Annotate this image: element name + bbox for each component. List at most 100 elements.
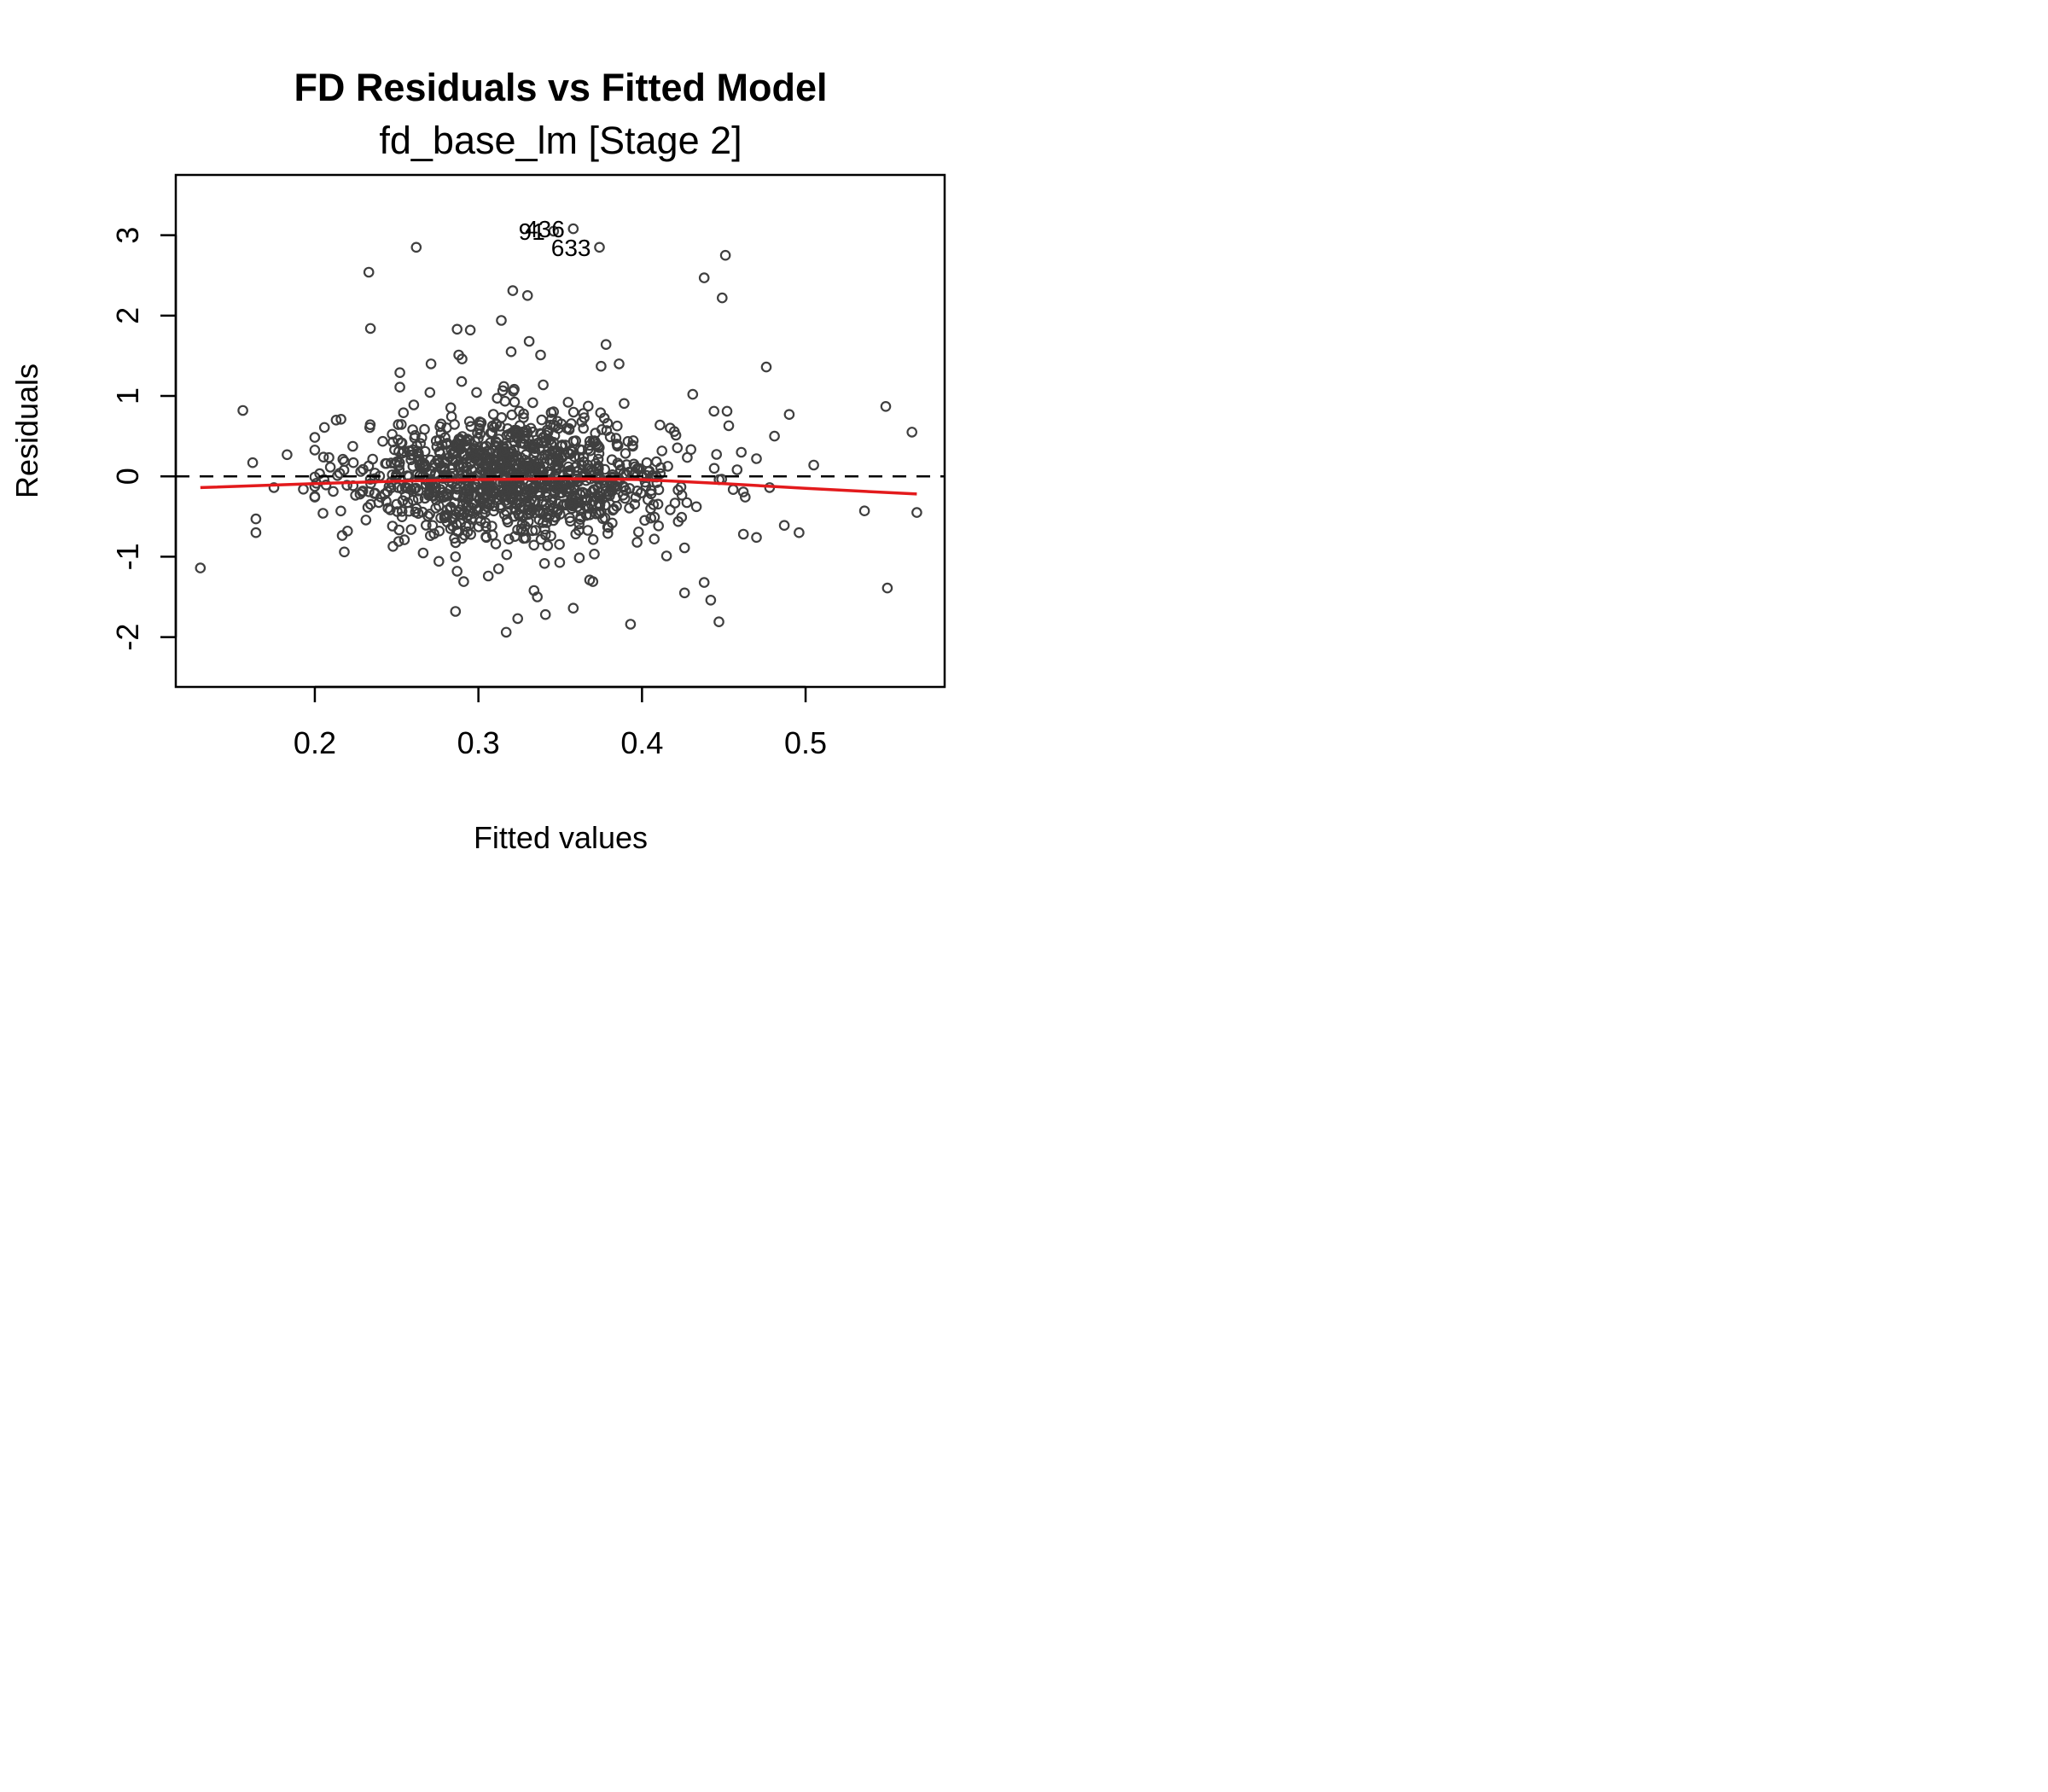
data-point: [508, 451, 520, 462]
data-point: [567, 602, 579, 614]
data-point: [544, 419, 556, 431]
data-point: [629, 498, 641, 510]
data-point: [719, 249, 731, 261]
data-point: [665, 504, 676, 515]
data-point: [522, 509, 534, 521]
data-point: [589, 548, 600, 560]
data-point: [457, 353, 468, 364]
data-point: [594, 241, 605, 253]
data-point: [618, 481, 630, 493]
data-point: [475, 464, 487, 476]
data-point: [573, 552, 585, 563]
data-point: [355, 466, 366, 477]
data-point: [407, 461, 419, 472]
data-point: [535, 349, 546, 361]
data-point: [632, 527, 644, 538]
data-point: [552, 445, 564, 457]
data-point: [623, 466, 635, 478]
data-point: [450, 551, 462, 562]
data-point: [536, 437, 547, 449]
data-point: [415, 438, 426, 449]
data-point: [548, 406, 559, 417]
data-point: [858, 505, 870, 516]
data-point: [582, 459, 594, 471]
data-point: [462, 461, 473, 473]
data-point: [450, 606, 462, 617]
data-point: [394, 381, 405, 393]
data-point: [408, 399, 420, 410]
point-label: 633: [551, 235, 591, 261]
data-point: [521, 289, 533, 301]
data-point: [317, 451, 329, 463]
data-point: [384, 504, 396, 515]
data-point: [341, 525, 353, 537]
data-point: [550, 464, 562, 476]
data-point: [465, 528, 476, 540]
data-point: [528, 539, 539, 551]
data-point: [539, 523, 550, 535]
data-point: [410, 506, 422, 518]
data-point: [456, 509, 468, 521]
data-point: [515, 502, 527, 513]
data-point: [911, 507, 922, 518]
data-point: [419, 492, 431, 504]
data-point: [527, 397, 538, 409]
data-point: [582, 525, 594, 536]
data-point: [492, 393, 503, 404]
data-point: [356, 486, 368, 497]
x-tick-label: 0.4: [620, 725, 663, 760]
data-point: [360, 515, 372, 526]
data-point: [639, 515, 650, 527]
data-point: [450, 455, 462, 467]
data-point: [399, 534, 410, 545]
data-point: [760, 361, 772, 373]
data-point: [512, 484, 523, 495]
data-point: [537, 517, 549, 528]
data-point: [424, 509, 435, 520]
data-point: [584, 509, 596, 521]
data-point: [490, 436, 502, 447]
data-point: [574, 444, 585, 456]
data-point: [698, 272, 710, 283]
data-point: [495, 456, 507, 468]
data-point: [339, 546, 350, 558]
data-point: [469, 453, 480, 464]
data-point: [451, 323, 463, 335]
data-point: [602, 527, 614, 539]
data-point: [576, 459, 587, 471]
data-point: [410, 241, 422, 253]
data-point: [381, 486, 393, 497]
y-tick-label: 0: [110, 468, 145, 485]
point-label: 91: [519, 218, 545, 245]
data-point: [573, 518, 585, 530]
data-point: [492, 563, 504, 574]
data-point: [247, 457, 259, 468]
data-point: [394, 367, 405, 378]
data-point: [439, 432, 451, 444]
data-point: [445, 402, 457, 414]
data-point: [298, 483, 309, 495]
data-point: [323, 451, 335, 463]
data-point: [439, 511, 451, 523]
data-point: [554, 556, 566, 568]
data-point: [737, 486, 749, 497]
data-point: [491, 468, 503, 479]
data-point: [649, 511, 660, 523]
data-point: [595, 407, 607, 418]
data-point: [387, 428, 398, 440]
data-point: [601, 425, 613, 436]
data-point: [769, 430, 780, 442]
data-point: [472, 428, 483, 439]
data-point: [627, 435, 639, 446]
data-point: [268, 482, 280, 493]
data-point: [478, 441, 490, 453]
data-point: [614, 459, 625, 471]
data-point: [708, 463, 720, 474]
data-point: [708, 405, 719, 417]
data-point: [783, 409, 795, 420]
data-point: [619, 398, 630, 410]
data-point: [731, 464, 743, 475]
data-point: [354, 488, 366, 500]
data-point: [591, 492, 602, 503]
